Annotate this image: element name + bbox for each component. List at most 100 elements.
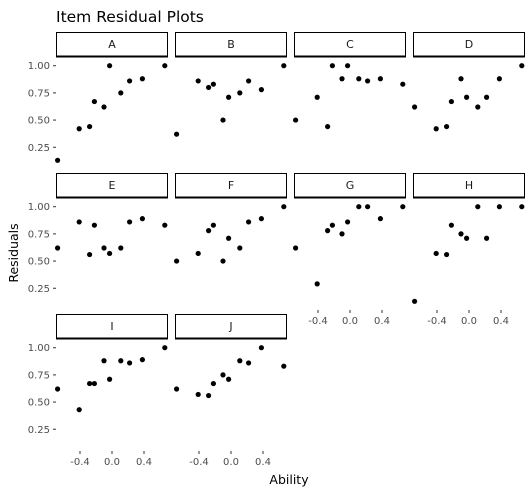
point-a-8 xyxy=(127,78,133,84)
y-tick-label: 0.75 xyxy=(28,370,50,381)
point-c-7 xyxy=(356,76,362,82)
point-b-3 xyxy=(206,84,212,91)
point-g-4 xyxy=(329,222,335,228)
panel-c: C xyxy=(293,32,406,130)
point-e-7 xyxy=(118,245,124,251)
x-tick-label: -0.4 xyxy=(308,316,328,327)
point-e-8 xyxy=(127,219,133,225)
point-i-8 xyxy=(127,360,133,366)
panel-j: J xyxy=(174,314,287,399)
panel-a: A xyxy=(55,32,168,163)
point-c-4 xyxy=(329,63,335,69)
point-a-2 xyxy=(76,126,82,132)
point-h-4 xyxy=(448,222,454,228)
point-e-4 xyxy=(91,222,97,228)
point-j-3 xyxy=(206,392,212,399)
x-tick-label: 0.4 xyxy=(255,457,271,468)
point-j-4 xyxy=(210,380,216,387)
point-e-5 xyxy=(101,245,107,251)
point-c-6 xyxy=(345,63,351,69)
x-tick-label: 0.4 xyxy=(136,457,152,468)
x-axis-j: -0.4 0.0 0.4 xyxy=(189,451,271,468)
point-b-9 xyxy=(258,87,264,93)
point-j-2 xyxy=(195,391,201,398)
point-d-10 xyxy=(519,63,525,69)
panel-h: H xyxy=(412,173,525,304)
strip-label-e: E xyxy=(109,179,116,192)
y-axis-row-2: 0.25 0.50 0.75 1.00 xyxy=(28,202,56,295)
point-j-1 xyxy=(174,386,180,392)
point-d-1 xyxy=(412,104,418,110)
x-tick-label: 0.4 xyxy=(493,316,509,327)
strip-label-f: F xyxy=(228,179,234,192)
point-a-3 xyxy=(87,123,93,130)
point-d-7 xyxy=(475,104,481,110)
x-axis-g: -0.4 0.0 0.4 xyxy=(308,310,390,327)
y-tick-label: 1.00 xyxy=(28,202,50,213)
point-i-5 xyxy=(101,358,107,364)
point-f-7 xyxy=(237,245,243,251)
point-f-10 xyxy=(281,204,287,210)
point-e-3 xyxy=(87,251,93,258)
point-c-10 xyxy=(400,81,406,87)
point-c-2 xyxy=(314,94,320,100)
point-b-8 xyxy=(246,78,252,84)
y-tick-label: 0.75 xyxy=(28,88,50,99)
point-h-7 xyxy=(475,204,481,210)
point-f-6 xyxy=(226,235,232,241)
y-tick-label: 0.75 xyxy=(28,229,50,240)
point-j-5 xyxy=(220,372,226,378)
point-i-1 xyxy=(55,386,61,392)
point-j-7 xyxy=(237,358,243,364)
point-f-9 xyxy=(258,216,264,222)
x-tick-label: -0.4 xyxy=(427,316,447,327)
point-a-9 xyxy=(139,76,145,82)
strip-box-h xyxy=(413,173,525,198)
point-d-5 xyxy=(458,76,464,82)
point-g-8 xyxy=(365,204,371,210)
panel-i: I xyxy=(55,314,168,413)
point-i-2 xyxy=(76,407,82,413)
point-h-8 xyxy=(484,235,490,241)
point-b-4 xyxy=(210,81,216,87)
point-h-6 xyxy=(464,235,470,241)
panel-b: B xyxy=(174,32,287,137)
point-e-9 xyxy=(139,216,145,222)
point-f-5 xyxy=(220,258,226,264)
point-i-4 xyxy=(91,380,97,387)
x-tick-label: -0.4 xyxy=(70,457,90,468)
point-g-9 xyxy=(377,216,383,222)
point-e-10 xyxy=(162,222,168,228)
strip-label-c: C xyxy=(346,38,354,51)
x-tick-label: 0.0 xyxy=(342,316,358,327)
point-h-2 xyxy=(433,250,439,257)
strip-label-i: I xyxy=(110,320,113,333)
point-f-3 xyxy=(206,228,212,234)
point-j-6 xyxy=(226,376,232,382)
strip-label-h: H xyxy=(465,179,473,192)
point-i-7 xyxy=(118,358,124,364)
panel-d: D xyxy=(412,32,525,132)
x-tick-label: 0.0 xyxy=(104,457,120,468)
y-tick-label: 0.50 xyxy=(28,398,50,409)
strip-box-g xyxy=(294,173,406,198)
strip-box-b xyxy=(175,32,287,57)
point-d-3 xyxy=(444,123,450,130)
point-b-5 xyxy=(220,117,226,123)
point-f-1 xyxy=(174,258,180,264)
y-tick-label: 0.25 xyxy=(28,284,50,295)
point-j-8 xyxy=(246,360,252,366)
point-a-5 xyxy=(101,104,107,110)
y-tick-label: 0.25 xyxy=(28,143,50,154)
y-tick-label: 0.50 xyxy=(28,257,50,268)
point-j-9 xyxy=(258,345,264,351)
point-c-1 xyxy=(293,117,299,123)
y-tick-label: 1.00 xyxy=(28,343,50,354)
point-g-10 xyxy=(400,204,406,210)
point-j-10 xyxy=(281,363,287,369)
x-axis-h: -0.4 0.0 0.4 xyxy=(427,310,509,327)
strip-box-f xyxy=(175,173,287,198)
panel-g: G xyxy=(293,173,406,287)
point-b-2 xyxy=(195,78,201,84)
